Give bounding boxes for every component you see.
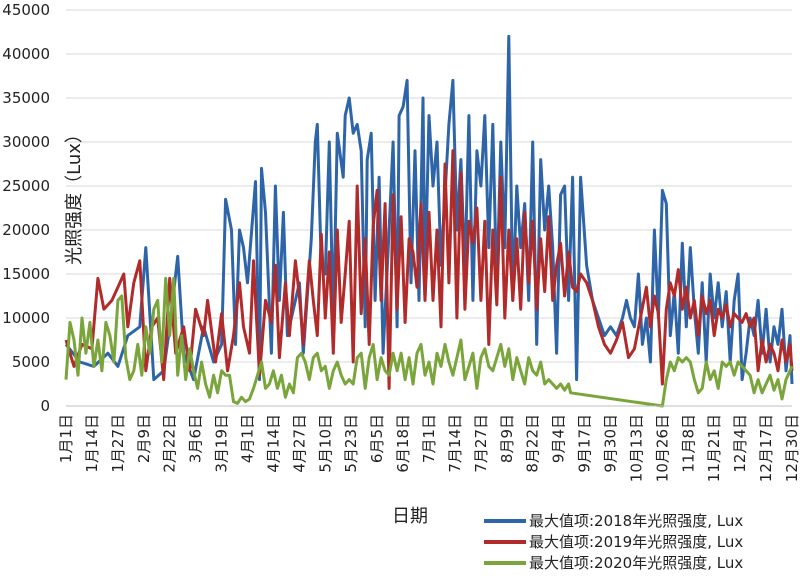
x-tick-label: 8月9日 <box>498 414 516 463</box>
y-tick-label: 45000 <box>2 1 50 19</box>
x-tick-label: 4月27日 <box>290 414 308 473</box>
y-tick-label: 0 <box>40 397 50 415</box>
x-tick-label: 4月14日 <box>264 414 282 473</box>
x-tick-label: 1月14日 <box>83 414 101 473</box>
y-tick-label: 15000 <box>2 265 50 283</box>
x-tick-label: 1月1日 <box>57 414 75 463</box>
y-tick-label: 30000 <box>2 133 50 151</box>
y-tick-label: 20000 <box>2 221 50 239</box>
x-tick-label: 12月17日 <box>757 414 775 482</box>
x-tick-label: 3月19日 <box>213 414 231 473</box>
x-tick-label: 2月22日 <box>161 414 179 473</box>
x-tick-label: 7月14日 <box>446 414 464 473</box>
x-tick-label: 12月4日 <box>731 414 749 473</box>
x-tick-label: 3月6日 <box>187 414 205 463</box>
y-tick-label: 10000 <box>2 309 50 327</box>
y-tick-label: 5000 <box>12 353 50 371</box>
x-tick-label: 12月30日 <box>783 414 800 482</box>
x-tick-label: 6月5日 <box>368 414 386 463</box>
x-tick-label: 1月27日 <box>109 414 127 473</box>
legend-label-0: 最大值项:2018年光照强度, Lux <box>529 512 743 530</box>
x-tick-label: 6月18日 <box>394 414 412 473</box>
x-tick-label: 5月23日 <box>342 414 360 473</box>
x-tick-label: 2月9日 <box>135 414 153 463</box>
x-tick-label: 10月13日 <box>627 414 645 482</box>
y-axis-title: 光照强度（Lux） <box>64 125 85 265</box>
y-tick-labels: 0 5000 10000 15000 20000 25000 30000 35000 40000… <box>2 1 50 415</box>
x-axis-title: 日期 <box>392 506 428 527</box>
x-tick-label: 4月1日 <box>239 414 257 463</box>
x-tick-label: 10月26日 <box>653 414 671 482</box>
x-tick-labels: 1月1日 1月14日 1月27日 2月9日 2月22日 3月6日 3月19日 4月1日 4月14… <box>57 414 800 482</box>
x-tick-label: 9月30日 <box>602 414 620 473</box>
legend-label-1: 最大值项:2019年光照强度, Lux <box>529 533 743 551</box>
x-tick-label: 11月21日 <box>705 414 723 482</box>
series-line-0 <box>64 34 794 385</box>
x-tick-label: 9月17日 <box>576 414 594 473</box>
series-line-2 <box>64 276 794 408</box>
x-tick-label: 7月27日 <box>472 414 490 473</box>
x-tick-label: 8月22日 <box>524 414 542 473</box>
series-line-1 <box>64 149 794 390</box>
x-tick-label: 11月8日 <box>679 414 697 473</box>
x-tick-label: 9月4日 <box>550 414 568 463</box>
x-tick-label: 7月1日 <box>420 414 438 463</box>
legend: 最大值项:2018年光照强度, Lux 最大值项:2019年光照强度, Lux 最大… <box>484 512 743 572</box>
y-tick-label: 35000 <box>2 89 50 107</box>
series-lines <box>64 34 794 408</box>
y-tick-label: 25000 <box>2 177 50 195</box>
legend-label-2: 最大值项:2020年光照强度, Lux <box>529 554 743 572</box>
x-tick-label: 5月10日 <box>316 414 334 473</box>
y-tick-label: 40000 <box>2 45 50 63</box>
